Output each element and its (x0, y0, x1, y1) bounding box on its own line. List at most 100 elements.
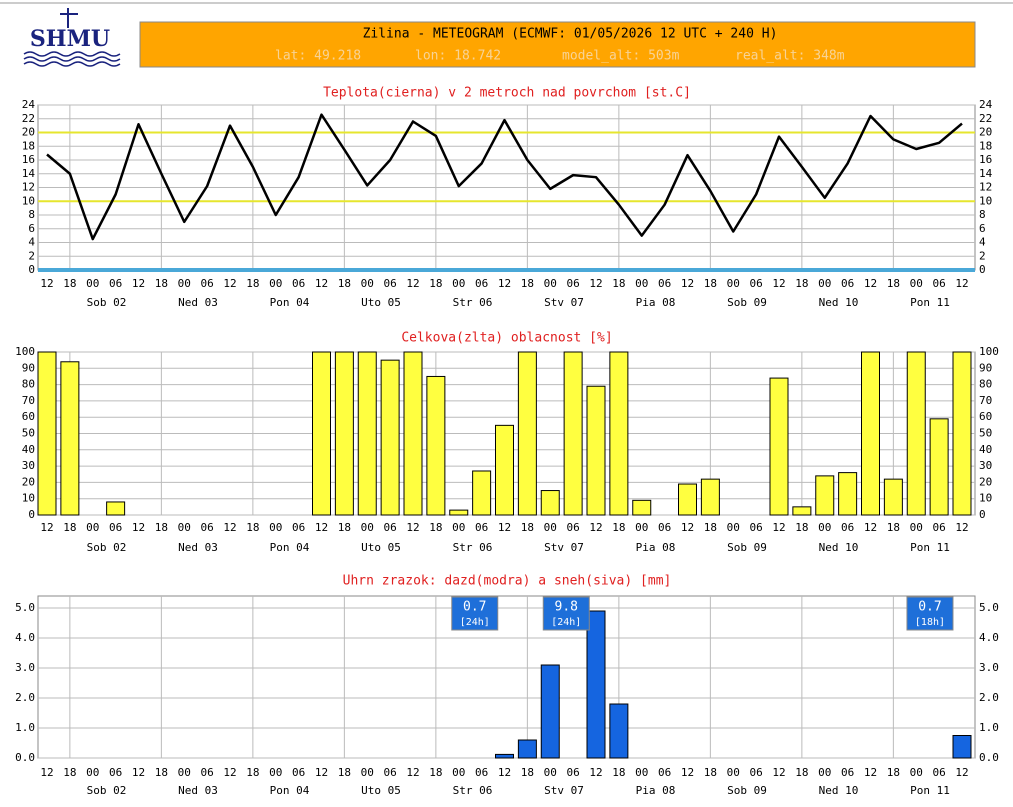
x-tick-label: 00 (910, 277, 923, 290)
day-label: Pon 11 (910, 541, 950, 554)
y-tick-label: 5.0 (15, 601, 35, 614)
y2-tick-label: 12 (979, 181, 992, 194)
y-tick-label: 20 (22, 126, 35, 139)
bar (678, 483, 697, 516)
y2-tick-label: 0 (979, 508, 986, 521)
temperature-line (46, 113, 963, 241)
chart-title: Teplota(cierna) v 2 metroch nad povrchom… (323, 86, 691, 101)
x-tick-label: 00 (635, 766, 648, 779)
x-tick-label: 00 (910, 521, 923, 534)
bar (312, 351, 331, 516)
day-label: Str 06 (453, 296, 493, 309)
day-label: Uto 05 (361, 541, 401, 554)
day-label: Stv 07 (544, 541, 584, 554)
x-tick-label: 18 (155, 766, 168, 779)
x-tick-label: 12 (315, 521, 328, 534)
x-tick-label: 12 (681, 277, 694, 290)
x-tick-label: 18 (612, 766, 625, 779)
subtitle-item: real_alt: 348m (735, 49, 845, 64)
x-tick-label: 06 (292, 277, 305, 290)
x-tick-label: 18 (887, 766, 900, 779)
annotation-period: [24h] (551, 617, 581, 628)
bar (472, 470, 492, 516)
bar (563, 351, 583, 516)
bar (952, 735, 972, 759)
x-tick-label: 18 (246, 766, 259, 779)
day-label: Ned 10 (819, 784, 859, 797)
bar (106, 501, 126, 516)
x-tick-label: 12 (864, 277, 877, 290)
y-tick-label: 60 (22, 410, 35, 423)
x-tick-label: 00 (727, 277, 740, 290)
precip-annotation: 9.8 [24h] (542, 596, 590, 631)
y-tick-label: 30 (22, 459, 35, 472)
x-tick-label: 18 (429, 277, 442, 290)
x-tick-label: 06 (384, 521, 397, 534)
bar (334, 351, 354, 516)
bar (769, 377, 789, 516)
x-tick-label: 12 (315, 277, 328, 290)
y2-tick-label: 22 (979, 112, 992, 125)
bar (449, 509, 469, 516)
x-tick-label: 12 (681, 521, 694, 534)
y-tick-label: 0 (28, 508, 35, 521)
annotation-period: [18h] (915, 617, 945, 628)
bar (906, 351, 926, 516)
bar (861, 351, 880, 516)
x-tick-label: 18 (795, 766, 808, 779)
day-label: Ned 10 (819, 296, 859, 309)
subtitle-item: lon: 18.742 (415, 49, 501, 64)
day-label: Stv 07 (544, 784, 584, 797)
x-tick-label: 12 (223, 521, 236, 534)
bar (952, 351, 972, 516)
x-tick-label: 12 (589, 277, 602, 290)
subtitle-item: lat: 49.218 (275, 49, 361, 64)
x-tick-label: 06 (384, 277, 397, 290)
x-tick-label: 06 (567, 766, 580, 779)
bar (495, 424, 514, 516)
y2-tick-label: 6 (979, 222, 986, 235)
day-label: Pon 11 (910, 784, 950, 797)
y2-tick-label: 16 (979, 153, 992, 166)
logo-text: SHMU (30, 26, 110, 52)
y-tick-label: 0.0 (15, 751, 35, 764)
x-tick-label: 12 (589, 521, 602, 534)
x-tick-label: 18 (338, 277, 351, 290)
y2-tick-label: 10 (979, 194, 992, 207)
x-tick-label: 00 (361, 521, 374, 534)
y2-tick-label: 40 (979, 443, 992, 456)
bar (838, 472, 858, 516)
x-tick-label: 06 (841, 766, 854, 779)
x-tick-label: 18 (338, 766, 351, 779)
x-tick-label: 18 (704, 521, 717, 534)
x-tick-label: 18 (612, 521, 625, 534)
day-label: Sob 02 (87, 784, 127, 797)
day-label: Pia 08 (636, 541, 676, 554)
day-label: Pon 04 (270, 296, 310, 309)
x-tick-label: 18 (338, 521, 351, 534)
bar (426, 375, 446, 516)
y-tick-label: 16 (22, 153, 35, 166)
x-tick-label: 00 (452, 521, 465, 534)
chart-title: Uhrn zrazok: dazd(modra) a sneh(siva) [m… (343, 574, 672, 589)
x-tick-label: 00 (269, 521, 282, 534)
x-tick-label: 18 (63, 277, 76, 290)
x-tick-label: 18 (704, 766, 717, 779)
bar (403, 351, 423, 516)
x-tick-label: 18 (521, 277, 534, 290)
logo: SHMU (23, 8, 121, 67)
x-tick-label: 06 (475, 277, 488, 290)
y-tick-label: 14 (22, 167, 36, 180)
day-label: Pia 08 (636, 296, 676, 309)
annotation-box (451, 596, 499, 631)
x-tick-label: 12 (132, 766, 145, 779)
x-tick-label: 06 (292, 766, 305, 779)
x-tick-label: 06 (658, 521, 671, 534)
bar (357, 351, 377, 516)
y2-tick-label: 24 (979, 98, 993, 111)
x-tick-label: 00 (544, 277, 557, 290)
y2-tick-label: 20 (979, 126, 992, 139)
x-tick-label: 18 (155, 277, 168, 290)
y-tick-label: 20 (22, 475, 35, 488)
x-tick-label: 12 (772, 521, 785, 534)
